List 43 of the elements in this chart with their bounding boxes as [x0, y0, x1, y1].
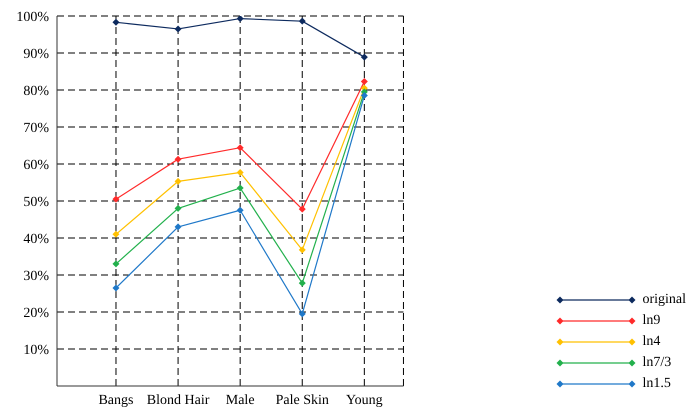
point [236, 16, 244, 22]
y-tick-label: 90% [23, 46, 50, 62]
legend-label: original [642, 292, 686, 308]
legend-label: ln7/3 [642, 354, 672, 370]
legend-label: ln4 [642, 334, 660, 350]
y-tick-label: 50% [23, 194, 50, 210]
point [236, 206, 244, 214]
point [360, 92, 368, 100]
point [112, 196, 120, 203]
x-tick-label: Pale Skin [276, 392, 329, 408]
point [298, 310, 306, 318]
x-tick-label: Male [226, 392, 255, 408]
x-tick-label: Young [346, 392, 383, 408]
point [174, 156, 182, 163]
y-tick-label: 80% [23, 84, 50, 99]
point [174, 178, 182, 185]
point [298, 246, 306, 254]
y-tick-label: 10% [23, 342, 50, 358]
point [174, 223, 182, 230]
x-tick-label: Blond Hair [146, 392, 210, 408]
point [298, 206, 306, 213]
point [236, 169, 244, 176]
y-tick-label: 70% [23, 120, 50, 136]
point [236, 184, 244, 192]
point [112, 18, 120, 26]
point [298, 18, 306, 25]
y-tick-label: 100% [16, 10, 50, 25]
y-tick-label: 60% [23, 158, 50, 173]
point [112, 230, 120, 238]
point [236, 144, 244, 152]
point [298, 280, 306, 287]
point [360, 54, 368, 61]
legend-label: ln1.5 [642, 376, 671, 392]
y-tick-label: 30% [23, 268, 50, 284]
point [174, 25, 182, 32]
point [174, 204, 182, 212]
y-tick-label: 40% [23, 232, 50, 247]
x-tick-label: Bangs [98, 392, 134, 408]
point [112, 284, 120, 292]
y-tick-label: 20% [23, 306, 50, 321]
point [360, 78, 368, 85]
legend-label: ln9 [642, 312, 660, 328]
point [112, 260, 120, 268]
